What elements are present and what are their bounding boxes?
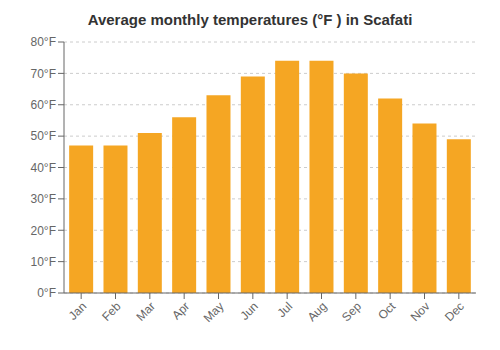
svg-text:40°F: 40°F [31, 161, 56, 175]
svg-text:10°F: 10°F [31, 255, 56, 269]
svg-text:Apr: Apr [169, 299, 192, 322]
svg-text:0°F: 0°F [37, 286, 56, 300]
svg-text:Jul: Jul [275, 299, 296, 320]
svg-text:20°F: 20°F [31, 224, 56, 238]
svg-text:Mar: Mar [133, 299, 158, 324]
html-text:Average monthly temperatures (: Average monthly temperatures (°F ) in Sc… [87, 11, 413, 28]
svg-text:Oct: Oct [375, 299, 399, 323]
svg-text:50°F: 50°F [31, 129, 56, 143]
svg-text:60°F: 60°F [31, 98, 56, 112]
svg-text:Dec: Dec [442, 299, 467, 324]
svg-text:Jan: Jan [66, 299, 90, 323]
svg-text:80°F: 80°F [31, 35, 56, 49]
svg-text:May: May [201, 299, 227, 325]
svg-text:Nov: Nov [408, 299, 433, 324]
svg-text:Feb: Feb [99, 299, 124, 324]
svg-text:Sep: Sep [339, 299, 364, 324]
svg-text:70°F: 70°F [31, 67, 56, 81]
svg-text:Jun: Jun [237, 299, 261, 323]
svg-text:Aug: Aug [305, 299, 330, 324]
svg-text:30°F: 30°F [31, 192, 56, 206]
